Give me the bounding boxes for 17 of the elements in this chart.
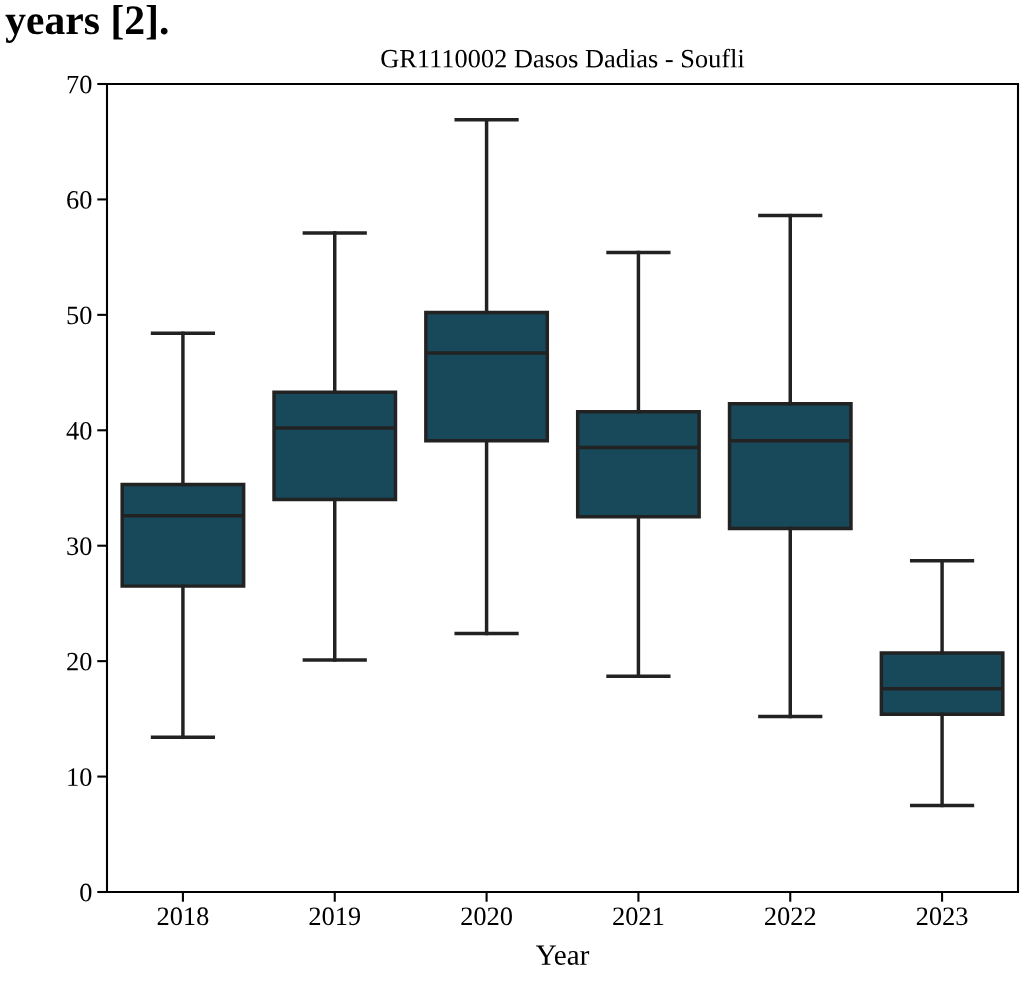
x-tick-label: 2020 — [461, 907, 512, 926]
x-tick-label: 2022 — [765, 907, 816, 926]
y-tick-label: 60 — [67, 191, 92, 209]
y-tick-label: 0 — [80, 883, 92, 902]
chart-title: GR1110002 Dasos Dadias - Soufli — [381, 48, 745, 68]
y-tick-label: 70 — [67, 75, 92, 94]
y-tick-label: 40 — [66, 421, 92, 440]
y-tick-label: 30 — [67, 537, 92, 556]
text: years [2]. — [5, 5, 168, 43]
x-tick-label: 2021 — [613, 907, 664, 926]
y-tick-label: 10 — [68, 768, 92, 786]
x-axis-title: Year — [535, 945, 590, 965]
y-tick-label: 50 — [67, 306, 92, 325]
x-tick-label: 2023 — [916, 907, 968, 926]
x-tick-label: 2018 — [157, 907, 209, 926]
x-tick-label: 2019 — [309, 907, 361, 926]
y-tick-label: 20 — [67, 652, 92, 671]
